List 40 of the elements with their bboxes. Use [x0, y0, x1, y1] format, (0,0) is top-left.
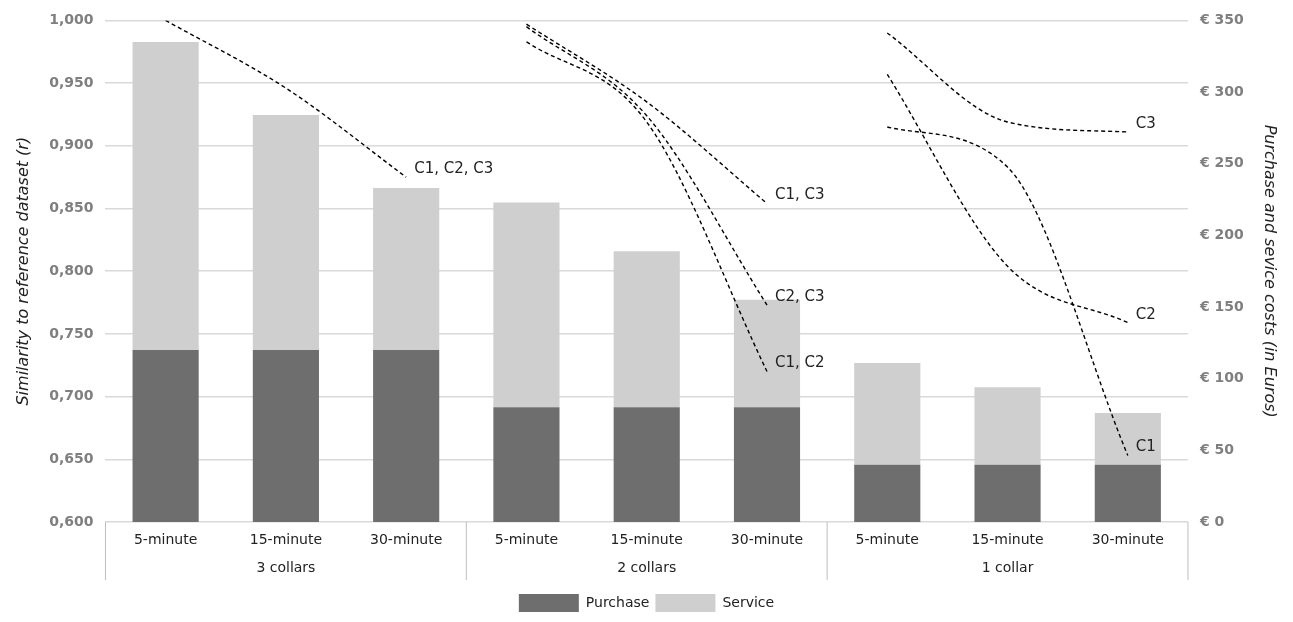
- y-tick-label: 0,600: [49, 512, 94, 529]
- y2-tick-label: € 150: [1198, 297, 1245, 314]
- y2-axis-title: Purchase and sevice costs (in Euros): [1261, 124, 1281, 418]
- series-label: C3: [1135, 113, 1156, 132]
- y2-tick-label: € 50: [1198, 440, 1235, 457]
- y-tick-label: 0,950: [49, 73, 94, 90]
- y-tick-label: 1,000: [49, 11, 94, 28]
- series-label: C2, C3: [775, 286, 825, 305]
- legend-label: Purchase: [585, 593, 650, 610]
- x-tick-label: 30-minute: [730, 531, 804, 548]
- series-label: C1, C2, C3: [414, 159, 494, 178]
- y-axis-title: Similarity to reference dataset (r): [12, 136, 32, 406]
- y-tick-label: 0,850: [49, 199, 94, 216]
- x-tick-label: 15-minute: [971, 531, 1044, 548]
- y2-tick-label: € 350: [1198, 11, 1245, 28]
- y-tick-label: 0,750: [49, 324, 94, 341]
- x-tick-label: 30-minute: [370, 531, 443, 548]
- y2-tick-label: € 200: [1198, 226, 1245, 243]
- y2-tick-label: € 250: [1198, 154, 1245, 171]
- x-tick-label: 15-minute: [610, 531, 683, 548]
- series-label: C1, C3: [775, 185, 825, 204]
- y2-tick-label: € 100: [1198, 369, 1245, 386]
- series-label: C1: [1135, 437, 1156, 456]
- y-tick-label: 0,900: [49, 136, 94, 153]
- x-tick-label: 15-minute: [249, 531, 323, 548]
- legend-label: Service: [722, 593, 775, 610]
- x-tick-label: 5-minute: [133, 531, 198, 548]
- series-label: C2: [1135, 304, 1156, 323]
- y-tick-label: 0,650: [49, 449, 94, 466]
- series-label: C1, C2: [775, 353, 825, 372]
- text: 2 collars: [617, 558, 677, 575]
- x-tick-label: 5-minute: [855, 531, 919, 548]
- y2-tick-label: € 300: [1198, 82, 1245, 99]
- y2-tick-label: € 0: [1198, 512, 1225, 529]
- x-tick-label: 5-minute: [494, 531, 559, 548]
- y-tick-label: 0,800: [49, 261, 94, 278]
- text: 1 collar: [981, 558, 1034, 575]
- text: 3 collars: [256, 558, 316, 575]
- x-tick-label: 30-minute: [1091, 531, 1164, 548]
- y-tick-label: 0,700: [49, 387, 94, 404]
